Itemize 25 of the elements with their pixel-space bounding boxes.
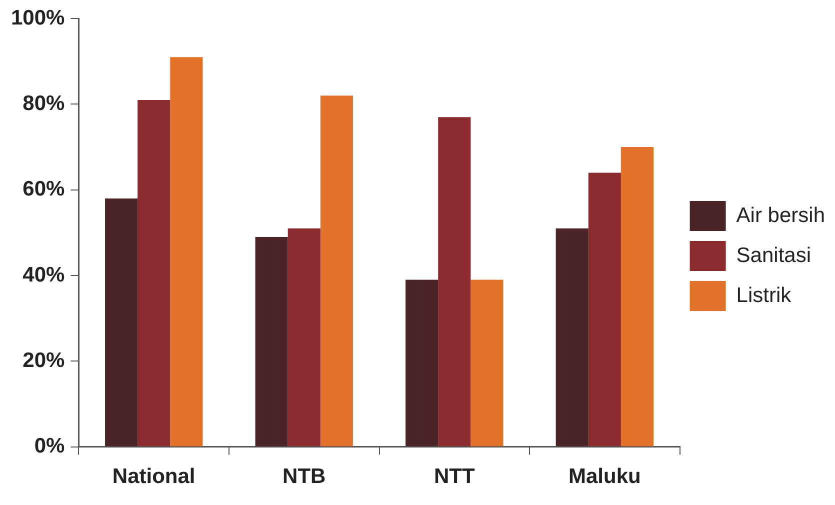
y-tick-label: 80% (22, 92, 66, 116)
bar (320, 96, 353, 446)
bar (620, 147, 654, 446)
y-tick-label: 100% (10, 6, 66, 30)
legend-label: Listrik (736, 284, 792, 307)
x-tick-label: Maluku (568, 465, 641, 488)
x-tick-label: NTB (282, 465, 326, 488)
bar (438, 117, 471, 446)
x-tick-label: NTT (434, 465, 475, 488)
y-tick-label: 60% (22, 178, 66, 201)
bar (170, 57, 203, 446)
bar (588, 172, 621, 446)
bar (406, 280, 438, 446)
bar (556, 228, 588, 446)
legend-label: Sanitasi (736, 244, 812, 267)
y-tick-label: 20% (22, 348, 66, 372)
legend-label: Air bersih (736, 204, 826, 227)
bar (255, 236, 288, 446)
bar (105, 198, 138, 446)
y-tick-label: 40% (22, 263, 66, 286)
bar (138, 100, 170, 446)
y-tick-label: 0% (34, 434, 66, 458)
x-tick-label: National (112, 465, 196, 488)
bar (288, 228, 320, 446)
bar (470, 280, 504, 446)
